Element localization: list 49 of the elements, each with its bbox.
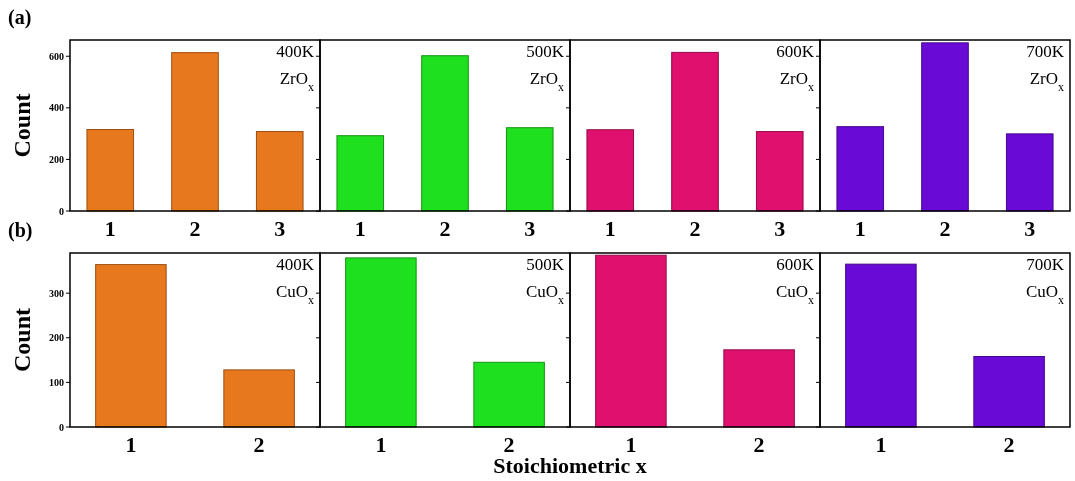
y-tick-label: 200 — [49, 153, 64, 165]
x-tick-label: 2 — [1003, 432, 1015, 457]
annotation: 600K — [776, 42, 815, 61]
x-tick-label: 1 — [125, 432, 137, 457]
annotation: CuO$_{x}$ — [775, 282, 815, 307]
text: (b) — [8, 219, 33, 242]
y-tick-label: 400 — [49, 102, 64, 114]
text: (a) — [8, 6, 32, 29]
y-axis-title: Count — [9, 93, 35, 158]
bar — [171, 52, 219, 212]
x-tick-label: 1 — [104, 216, 116, 241]
x-tick-label: 2 — [753, 432, 765, 457]
y-axis-title: Count — [9, 307, 35, 373]
annotation: 500K — [526, 42, 565, 61]
bar — [86, 129, 135, 212]
x-tick-label: 1 — [875, 432, 887, 457]
annotation: CuO$_{x}$ — [525, 282, 565, 307]
annotation: ZrO$_{x}$ — [1029, 69, 1065, 94]
x-tick-label: 1 — [375, 432, 387, 457]
annotation: 400K — [276, 42, 315, 61]
annotation: ZrO$_{x}$ — [779, 69, 815, 94]
annotation: 400K — [276, 255, 315, 274]
annotation: ZrO$_{x}$ — [529, 69, 565, 94]
x-tick-label: 3 — [774, 216, 786, 241]
x-tick-label: 1 — [354, 216, 366, 241]
y-tick-label: 300 — [49, 287, 64, 299]
annotation: 700K — [1026, 42, 1065, 61]
x-tick-label: 3 — [1024, 216, 1036, 241]
bar — [255, 131, 304, 212]
annotation: ZrO$_{x}$ — [279, 69, 315, 94]
x-tick-label: 3 — [274, 216, 286, 241]
y-tick-label: 0 — [59, 421, 64, 433]
x-tick-label: 2 — [253, 432, 265, 457]
x-tick-label: 2 — [689, 216, 701, 241]
annotation: CuO$_{x}$ — [275, 282, 315, 307]
x-tick-label: 1 — [854, 216, 866, 241]
x-tick-label: 2 — [439, 216, 451, 241]
y-tick-label: 100 — [49, 376, 64, 388]
y-tick-label: 0 — [59, 205, 64, 217]
annotation: 500K — [526, 255, 565, 274]
y-tick-label: 600 — [49, 50, 64, 62]
x-tick-label: 1 — [604, 216, 616, 241]
x-tick-label: 2 — [939, 216, 951, 241]
x-tick-label: 2 — [189, 216, 201, 241]
annotation: 700K — [1026, 255, 1065, 274]
x-tick-label: 3 — [524, 216, 536, 241]
y-tick-label: 200 — [49, 332, 64, 344]
annotation: 600K — [776, 255, 815, 274]
annotation: CuO$_{x}$ — [1025, 282, 1065, 307]
